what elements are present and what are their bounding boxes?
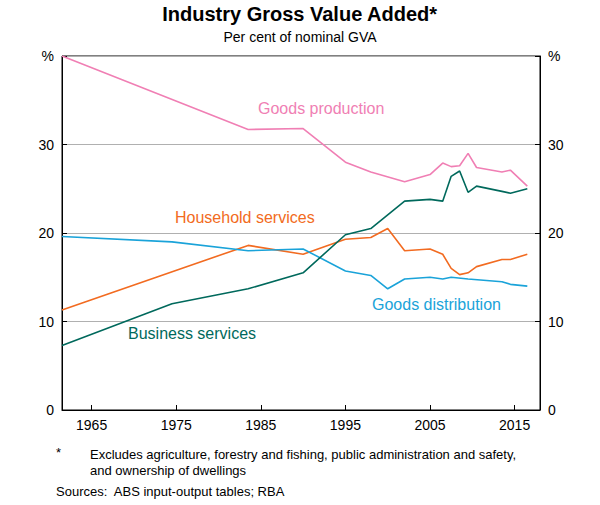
svg-text:1965: 1965: [76, 417, 107, 433]
svg-text:2015: 2015: [499, 417, 530, 433]
svg-text:Industry Gross Value Added*: Industry Gross Value Added*: [162, 3, 437, 25]
svg-text:Goods production: Goods production: [258, 100, 384, 117]
svg-text:Excludes agriculture, forestry: Excludes agriculture, forestry and fishi…: [90, 447, 520, 462]
svg-text:Household services: Household services: [175, 209, 315, 226]
svg-text:20: 20: [38, 225, 54, 241]
svg-text:%: %: [548, 48, 560, 64]
svg-text:1985: 1985: [245, 417, 276, 433]
svg-text:10: 10: [38, 314, 54, 330]
svg-text:10: 10: [548, 314, 564, 330]
svg-text:20: 20: [548, 225, 564, 241]
svg-text:Sources: ABS input-output tab: Sources: ABS input-output tables; RBA: [56, 484, 285, 499]
svg-text:0: 0: [46, 402, 54, 418]
svg-text:%: %: [42, 48, 54, 64]
svg-text:1975: 1975: [161, 417, 192, 433]
svg-text:2005: 2005: [414, 417, 445, 433]
svg-text:30: 30: [38, 137, 54, 153]
svg-text:Goods distribution: Goods distribution: [372, 296, 501, 313]
svg-text:1995: 1995: [330, 417, 361, 433]
svg-text:0: 0: [548, 402, 556, 418]
svg-text:30: 30: [548, 137, 564, 153]
svg-text:Per cent of nominal GVA: Per cent of nominal GVA: [223, 29, 377, 45]
svg-text:and ownership of dwellings: and ownership of dwellings: [90, 463, 247, 478]
svg-text:*: *: [56, 445, 61, 460]
svg-text:Business services: Business services: [128, 325, 256, 342]
